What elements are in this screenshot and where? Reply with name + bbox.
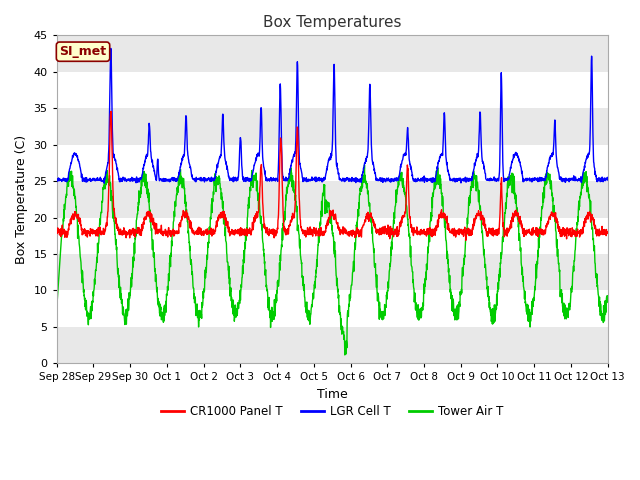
Bar <box>57 290 608 327</box>
Legend: CR1000 Panel T, LGR Cell T, Tower Air T: CR1000 Panel T, LGR Cell T, Tower Air T <box>156 401 508 423</box>
Bar <box>57 108 608 144</box>
Bar <box>57 36 608 72</box>
Bar <box>57 254 608 290</box>
Text: SI_met: SI_met <box>60 45 107 58</box>
X-axis label: Time: Time <box>317 388 348 401</box>
Title: Box Temperatures: Box Temperatures <box>263 15 401 30</box>
Bar <box>57 217 608 254</box>
Bar <box>57 327 608 363</box>
Bar <box>57 144 608 181</box>
Y-axis label: Box Temperature (C): Box Temperature (C) <box>15 135 28 264</box>
Bar <box>57 72 608 108</box>
Bar <box>57 181 608 217</box>
